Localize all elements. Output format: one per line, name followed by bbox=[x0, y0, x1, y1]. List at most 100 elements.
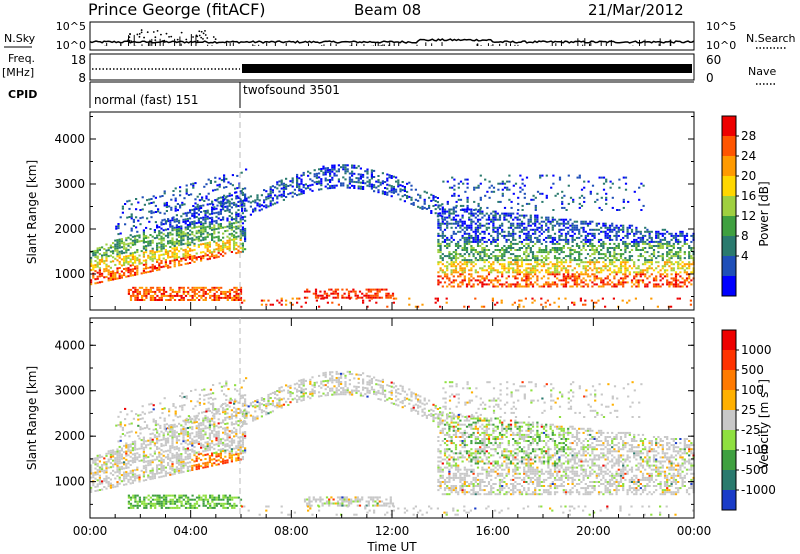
power-cell bbox=[556, 273, 559, 276]
power-cell bbox=[529, 281, 532, 284]
power-cell bbox=[187, 299, 190, 301]
power-cell bbox=[593, 253, 596, 256]
power-cell bbox=[302, 186, 305, 189]
power-cell bbox=[211, 237, 214, 239]
power-cell bbox=[536, 259, 539, 262]
power-cell bbox=[507, 261, 510, 264]
power-cell bbox=[182, 286, 185, 289]
power-cell bbox=[162, 257, 165, 260]
power-cell bbox=[646, 285, 649, 288]
power-cell bbox=[103, 268, 106, 271]
power-cell bbox=[228, 225, 231, 228]
power-cell bbox=[154, 299, 157, 301]
velocity-cell bbox=[164, 442, 167, 444]
power-cell bbox=[558, 222, 561, 225]
power-cell bbox=[556, 271, 559, 274]
velocity-cell bbox=[127, 480, 130, 483]
power-cell bbox=[197, 217, 200, 220]
power-cell bbox=[465, 210, 469, 213]
power-cell bbox=[573, 275, 576, 278]
power-cell bbox=[461, 228, 464, 231]
power-cell bbox=[153, 255, 156, 258]
power-cell bbox=[573, 232, 576, 235]
power-cell bbox=[556, 263, 559, 266]
power-cell bbox=[461, 224, 464, 227]
velocity-cell bbox=[129, 476, 132, 479]
power-cell bbox=[659, 255, 662, 258]
power-cell bbox=[162, 294, 166, 297]
power-cell bbox=[439, 261, 442, 264]
power-cell bbox=[485, 259, 488, 262]
power-cell bbox=[129, 234, 132, 237]
power-cell bbox=[223, 202, 226, 205]
power-cell bbox=[331, 170, 334, 173]
power-cell bbox=[235, 191, 238, 194]
power-cell bbox=[107, 273, 110, 276]
power-cell bbox=[523, 216, 526, 219]
power-cell bbox=[454, 242, 458, 245]
power-cell bbox=[672, 245, 675, 247]
power-cell bbox=[648, 259, 651, 262]
power-cell bbox=[622, 224, 625, 227]
power-cell bbox=[276, 183, 279, 186]
power-cell bbox=[217, 245, 220, 248]
power-cell bbox=[463, 261, 466, 264]
power-colorbar-tick-label-0: 28 bbox=[741, 129, 756, 143]
power-cell bbox=[233, 299, 236, 301]
power-cell bbox=[454, 255, 458, 258]
power-cell bbox=[127, 248, 130, 251]
power-cell bbox=[474, 297, 477, 300]
power-cell bbox=[648, 236, 651, 239]
power-cell bbox=[215, 290, 218, 293]
power-cell bbox=[171, 290, 174, 293]
power-cell bbox=[367, 288, 370, 291]
power-cell bbox=[125, 261, 128, 264]
nsearch-dot bbox=[140, 31, 143, 34]
power-cell bbox=[443, 228, 447, 231]
power-cell bbox=[512, 242, 515, 245]
power-cell bbox=[472, 255, 475, 258]
power-cell bbox=[520, 279, 524, 282]
power-cell bbox=[601, 297, 604, 300]
velocity-cell bbox=[149, 443, 152, 446]
power-cell bbox=[373, 184, 376, 187]
velocity-cell bbox=[156, 470, 159, 473]
power-cell bbox=[265, 196, 268, 199]
velocity-cell bbox=[109, 486, 112, 489]
power-cell bbox=[457, 224, 460, 227]
power-cell bbox=[125, 275, 128, 278]
power-cell bbox=[657, 240, 660, 243]
power-cell bbox=[554, 194, 557, 197]
power-cell bbox=[492, 251, 495, 254]
power-cell bbox=[90, 269, 93, 272]
velocity-cell bbox=[120, 449, 123, 452]
velocity-cell bbox=[169, 459, 172, 462]
velocity-cell bbox=[180, 459, 183, 462]
power-cell bbox=[485, 212, 488, 215]
power-cell bbox=[520, 299, 523, 302]
power-cell bbox=[611, 247, 614, 249]
power-cell bbox=[211, 294, 214, 297]
power-cell bbox=[205, 195, 208, 198]
power-cell bbox=[107, 255, 110, 258]
power-cell bbox=[646, 277, 649, 280]
power-cell bbox=[509, 285, 513, 288]
power-cell bbox=[578, 232, 581, 235]
velocity-cell bbox=[123, 471, 126, 474]
velocity-cell bbox=[103, 486, 106, 488]
power-cell bbox=[652, 285, 656, 288]
velocity-cell bbox=[175, 453, 178, 456]
power-cell bbox=[558, 176, 562, 179]
velocity-cell bbox=[112, 463, 115, 466]
power-cell bbox=[118, 238, 121, 241]
power-cell bbox=[131, 268, 134, 271]
power-cell bbox=[241, 232, 244, 235]
power-cell bbox=[421, 205, 424, 208]
power-cell bbox=[441, 208, 444, 211]
power-cell bbox=[545, 283, 548, 286]
power-cell bbox=[191, 214, 194, 217]
power-cell bbox=[624, 249, 627, 251]
power-cell bbox=[408, 303, 411, 306]
power-cell bbox=[129, 260, 132, 263]
power-cell bbox=[494, 249, 497, 251]
